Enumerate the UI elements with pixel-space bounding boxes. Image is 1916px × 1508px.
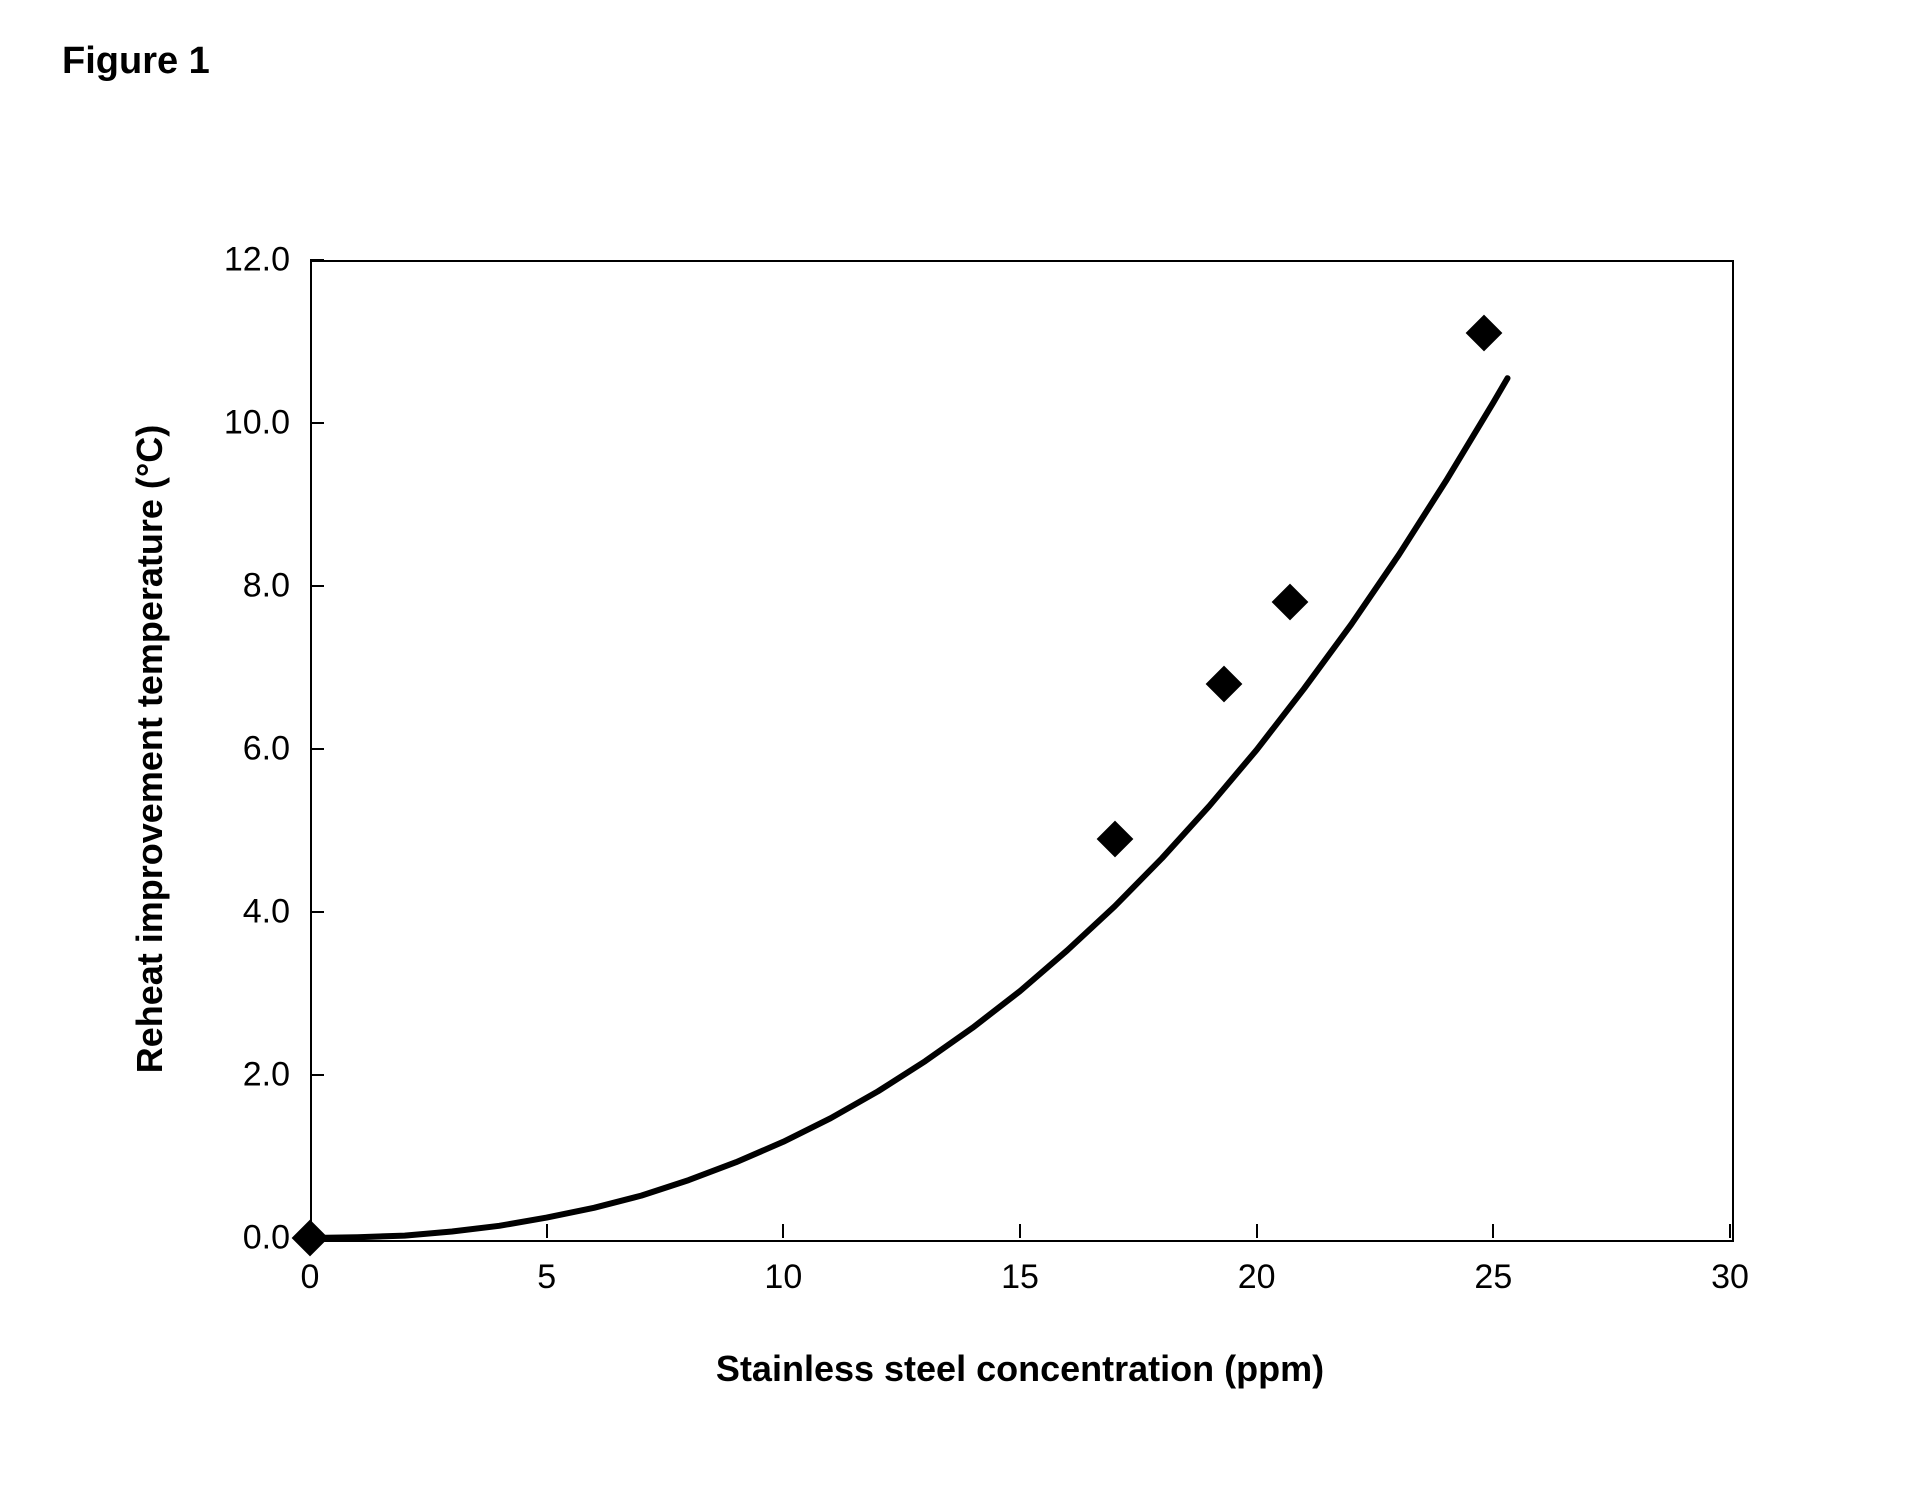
y-tick <box>310 911 324 913</box>
x-tick-label: 0 <box>301 1258 320 1297</box>
chart: Stainless steel concentration (ppm) Rehe… <box>0 0 1916 1508</box>
x-tick <box>546 1224 548 1238</box>
y-tick <box>310 1074 324 1076</box>
x-axis-label: Stainless steel concentration (ppm) <box>716 1348 1324 1390</box>
x-tick-label: 5 <box>537 1258 556 1297</box>
x-tick <box>1256 1224 1258 1238</box>
page: Figure 1 Stainless steel concentration (… <box>0 0 1916 1508</box>
x-tick <box>1019 1224 1021 1238</box>
x-tick <box>1729 1224 1731 1238</box>
x-tick <box>1492 1224 1494 1238</box>
y-tick <box>310 259 324 261</box>
y-tick <box>310 422 324 424</box>
x-tick <box>782 1224 784 1238</box>
y-tick-label: 0.0 <box>243 1219 290 1258</box>
y-tick <box>310 585 324 587</box>
x-tick-label: 20 <box>1238 1258 1276 1297</box>
x-tick-label: 10 <box>764 1258 802 1297</box>
y-tick-label: 8.0 <box>243 567 290 606</box>
y-tick-label: 12.0 <box>224 241 290 280</box>
y-tick <box>310 748 324 750</box>
y-tick-label: 4.0 <box>243 893 290 932</box>
x-tick-label: 25 <box>1474 1258 1512 1297</box>
y-axis-label: Reheat improvement temperature (°C) <box>129 425 171 1074</box>
x-tick-label: 30 <box>1711 1258 1749 1297</box>
y-tick-label: 2.0 <box>243 1056 290 1095</box>
y-tick-label: 6.0 <box>243 730 290 769</box>
x-tick-label: 15 <box>1001 1258 1039 1297</box>
y-tick-label: 10.0 <box>224 404 290 443</box>
